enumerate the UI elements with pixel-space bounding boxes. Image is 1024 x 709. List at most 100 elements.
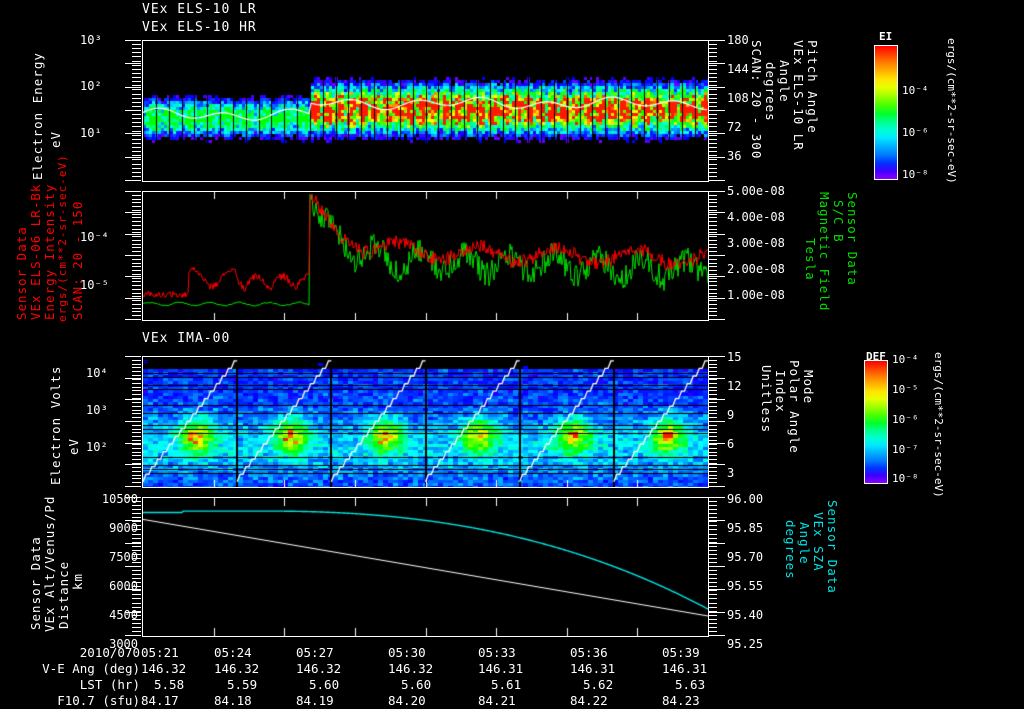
panel4-ytick-6000: 6000 — [109, 579, 138, 593]
panel3-y2tick-6: 6 — [727, 437, 735, 451]
panel4-left-label-sensor-data: Sensor Data — [28, 536, 43, 630]
panel2-y2tick-2e-08: 2.00e-08 — [727, 262, 785, 276]
bottom-cell-lst-5: 5.62 — [583, 677, 614, 692]
panel2-right-label-magnetic-field: Magnetic Field — [817, 192, 832, 312]
bottom-cell-lst-4: 5.61 — [491, 677, 522, 692]
panel3-title: VEx IMA-00 — [142, 331, 231, 346]
bottom-cell-time-5: 05:36 — [570, 645, 608, 660]
panel1-ytick-1000: 10³ — [80, 33, 102, 47]
panel1-y2tick-36: 36 — [727, 149, 742, 163]
bottom-cell-time-1: 05:24 — [214, 645, 252, 660]
panel1-colorbar-gradient — [875, 46, 897, 179]
panel1-right-label-degrees: degrees — [763, 62, 778, 122]
bottom-cell-veang-6: 146.31 — [662, 661, 708, 676]
panel1-ytick-100: 10² — [80, 79, 102, 93]
panel2-right-label-sensor-data: Sensor Data — [845, 192, 860, 286]
panel1-right-label-scan: SCAN: 20 - 300 — [749, 40, 764, 160]
panel1-plot-area[interactable] — [142, 40, 709, 182]
panel2-y2tick-5e-08: 5.00e-08 — [727, 184, 785, 198]
panel1-cbtick-2: 10⁻⁶ — [902, 126, 929, 139]
panel4-left-label-distance: Distance — [56, 560, 71, 629]
panel1-y-axis-units: eV — [48, 88, 63, 148]
bottom-cell-time-2: 05:27 — [296, 645, 334, 660]
panel4-y2tick-95-85: 95.85 — [727, 521, 764, 535]
panel3-y-axis-units: eV — [66, 437, 81, 455]
panel4-y2tick-96-00: 96.00 — [727, 492, 764, 506]
panel2-right-label-sc-b: S/C B — [831, 200, 846, 243]
panel4-ytick-9000: 9000 — [109, 521, 138, 535]
bottom-cell-veang-0: 146.32 — [141, 661, 187, 676]
panel3-ytick-1e2: 10² — [86, 440, 108, 454]
panel3-colorbar — [864, 360, 888, 484]
panel2-left-label-energy-intensity: Energy Intensity — [42, 183, 57, 320]
bottom-cell-veang-4: 146.31 — [478, 661, 524, 676]
bottom-rowlabel-lst: LST (hr) — [79, 677, 140, 692]
panel3-y-axis-label: Electron Volts — [48, 365, 63, 485]
panel3-y2tick-12: 12 — [727, 379, 742, 393]
bottom-cell-lst-2: 5.60 — [309, 677, 340, 692]
panel3-right-label-unitless: Unitless — [759, 365, 774, 434]
panel3-right-label-mode: Mode — [801, 370, 816, 405]
panel4-ytick-7500: 7500 — [109, 550, 138, 564]
panel3-y2tick-15: 15 — [727, 350, 742, 364]
panel2-plot-area[interactable] — [142, 191, 709, 321]
bottom-cell-f107-5: 84.22 — [570, 693, 608, 708]
bottom-cell-time-3: 05:30 — [388, 645, 426, 660]
panel3-cbtick-2: 10⁻⁵ — [892, 383, 919, 396]
panel1-colorbar-title: EI — [879, 30, 893, 43]
bottom-cell-lst-0: 5.58 — [154, 677, 185, 692]
bottom-cell-time-6: 05:39 — [662, 645, 700, 660]
bottom-cell-lst-6: 5.63 — [675, 677, 706, 692]
panel3-y2tick-3: 3 — [727, 466, 735, 480]
panel3-colorbar-gradient — [865, 361, 887, 483]
bottom-cell-veang-1: 146.32 — [214, 661, 260, 676]
panel1-canvas[interactable] — [143, 41, 708, 181]
panel3-ytick-1e3: 10³ — [86, 403, 108, 417]
bottom-rowlabel-date: 2010/070 — [79, 645, 140, 660]
panel2-left-label-scan: SCAN: 20 - 150 — [70, 200, 85, 320]
bottom-table: 2010/070 05:21 05:24 05:27 05:30 05:33 0… — [0, 645, 1024, 709]
bottom-cell-time-4: 05:33 — [478, 645, 516, 660]
panel2-ytick-1e-5: 10⁻⁵ — [80, 278, 109, 292]
bottom-cell-f107-0: 84.17 — [141, 693, 179, 708]
bottom-row-ve-ang: V-E Ang (deg) 146.32 146.32 146.32 146.3… — [0, 661, 1024, 677]
panel4-right-label-sensor-data: Sensor Data — [825, 500, 840, 594]
panel1-colorbar — [874, 45, 898, 180]
panel3-canvas[interactable] — [143, 357, 708, 487]
bottom-cell-f107-1: 84.18 — [214, 693, 252, 708]
bottom-row-lst: LST (hr) 5.58 5.59 5.60 5.60 5.61 5.62 5… — [0, 677, 1024, 693]
panel4-y2tick-95-25: 95.25 — [727, 637, 764, 651]
panel3-colorbar-title: DEF — [866, 350, 886, 363]
panel1-cbtick-1: 10⁻⁴ — [902, 84, 929, 97]
panel1-y-units: eV — [48, 130, 63, 148]
panel3-plot-area[interactable] — [142, 356, 709, 488]
panel4-canvas[interactable] — [143, 498, 708, 636]
panel4-plot-area[interactable] — [142, 497, 709, 637]
panel1-y2tick-108: 108 — [727, 91, 749, 105]
bottom-cell-lst-3: 5.60 — [401, 677, 432, 692]
panel3-colorbar-units: ergs/(cm**2-sr-sec-eV) — [932, 352, 945, 498]
panel1-right-ticklabels: 180 144 108 72 36 — [727, 33, 749, 163]
panel3-right-label-polar-angle: Polar Angle — [787, 360, 802, 454]
panel4-right-label-angle: Angle — [797, 522, 812, 565]
bottom-cell-veang-5: 146.31 — [570, 661, 616, 676]
panel3-cbtick-4: 10⁻⁷ — [892, 443, 919, 456]
bottom-cell-time-0: 05:21 — [141, 645, 179, 660]
panel4-ytick-4500: 4500 — [109, 608, 138, 622]
panel4-y2tick-95-40: 95.40 — [727, 608, 764, 622]
bottom-cell-f107-4: 84.21 — [478, 693, 516, 708]
bottom-cell-f107-3: 84.20 — [388, 693, 426, 708]
panel1-right-label-angle: Angle — [777, 60, 792, 103]
bottom-cell-f107-2: 84.19 — [296, 693, 334, 708]
bottom-cell-veang-3: 146.32 — [388, 661, 434, 676]
panel3-cbtick-3: 10⁻⁶ — [892, 413, 919, 426]
panel3-right-ticklabels: 15 12 9 6 3 — [727, 350, 741, 480]
panel2-canvas[interactable] — [143, 192, 708, 320]
panel1-right-label-sensor: VEx ELS-10 LR — [791, 40, 806, 151]
panel4-right-label-degrees: degrees — [783, 520, 798, 580]
panel2-right-label-tesla: Tesla — [803, 238, 818, 281]
panel4-right-label-sza: VEx SZA — [811, 512, 826, 572]
panel1-y2tick-180: 180 — [727, 33, 749, 47]
bottom-rowlabel-ve-ang: V-E Ang (deg) — [42, 661, 140, 676]
bottom-cell-f107-6: 84.23 — [662, 693, 700, 708]
